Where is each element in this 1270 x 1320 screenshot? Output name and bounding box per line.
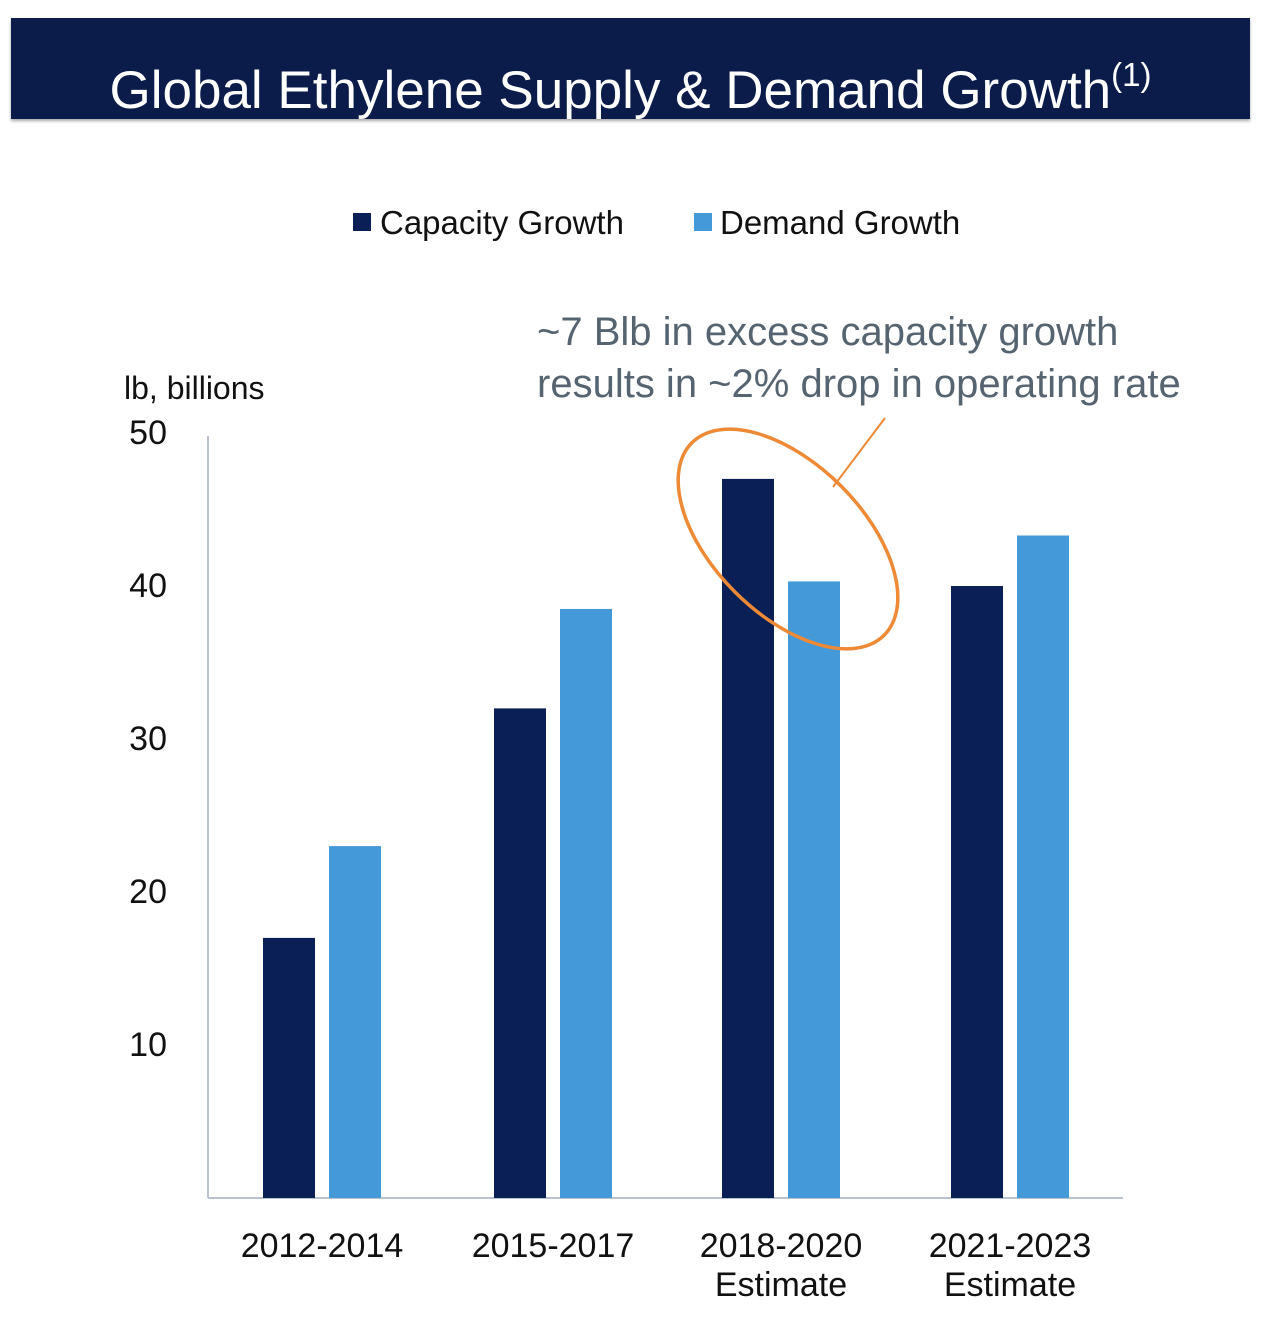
y-tick-label: 40 bbox=[129, 567, 167, 605]
legend-swatch-demand bbox=[694, 213, 712, 231]
annotation-text-line: results in ~2% drop in operating rate bbox=[537, 362, 1181, 406]
chart-title: Global Ethylene Supply & Demand Growth(1… bbox=[11, 58, 1250, 117]
capacity-bar bbox=[951, 586, 1003, 1198]
x-tick-label: 2015-2017 bbox=[472, 1227, 635, 1265]
y-tick-label: 30 bbox=[129, 720, 167, 758]
x-tick-label: 2018-2020 bbox=[700, 1227, 863, 1265]
capacity-bar bbox=[722, 478, 774, 1198]
demand-bar bbox=[788, 581, 840, 1198]
demand-bar bbox=[329, 846, 381, 1198]
y-tick-label: 10 bbox=[129, 1026, 167, 1064]
y-tick-label: 20 bbox=[129, 873, 167, 911]
capacity-bar bbox=[263, 937, 315, 1198]
legend-label-demand: Demand Growth bbox=[720, 204, 960, 241]
demand-bar bbox=[560, 608, 612, 1198]
highlight-ellipse bbox=[676, 427, 900, 651]
chart-title-text: Global Ethylene Supply & Demand Growth bbox=[109, 61, 1112, 120]
demand-bar bbox=[1017, 535, 1069, 1198]
title-banner: Global Ethylene Supply & Demand Growth(1… bbox=[11, 18, 1250, 119]
title-footnote: (1) bbox=[1111, 56, 1152, 93]
capacity-bar bbox=[494, 708, 546, 1198]
y-axis-label: lb, billions bbox=[124, 370, 265, 406]
x-tick-label: 2012-2014 bbox=[241, 1227, 404, 1265]
legend-swatch-capacity bbox=[353, 213, 371, 231]
x-tick-sublabel: Estimate bbox=[944, 1266, 1076, 1304]
legend-label-capacity: Capacity Growth bbox=[380, 204, 624, 241]
y-tick-label: 50 bbox=[129, 414, 167, 452]
x-tick-sublabel: Estimate bbox=[715, 1266, 847, 1304]
annotation-text-line: ~7 Blb in excess capacity growth bbox=[537, 310, 1118, 354]
x-tick-label: 2021-2023 bbox=[929, 1227, 1092, 1265]
annotation-leader-line bbox=[832, 417, 886, 488]
